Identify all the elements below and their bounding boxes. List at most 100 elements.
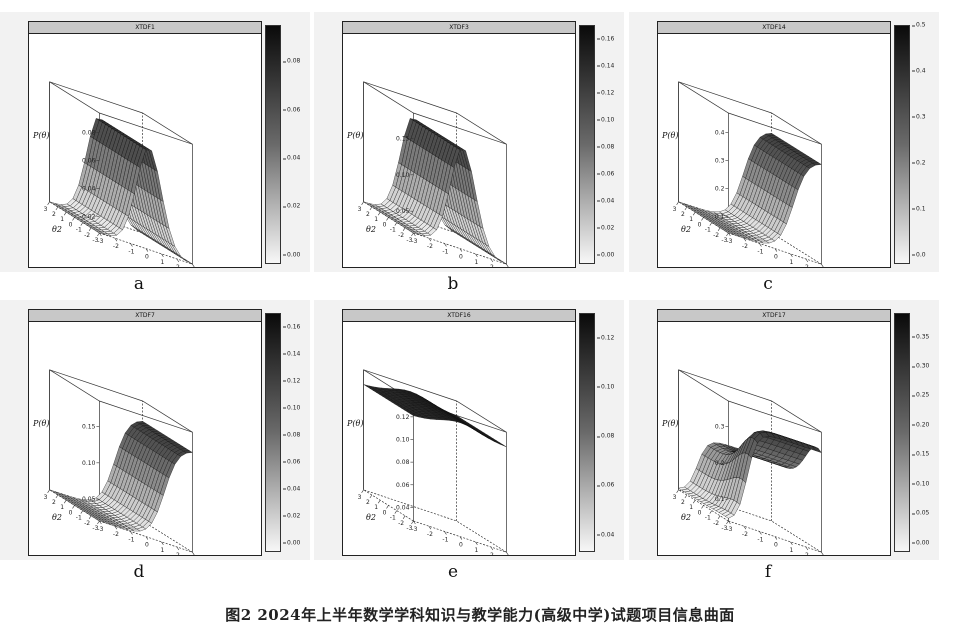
theta1-tick-label: 1 xyxy=(160,547,164,554)
panel-letter: c xyxy=(763,274,773,294)
colorbar-tick-label: 0.20 xyxy=(911,421,930,429)
z-tick-label: 0.10 xyxy=(82,460,96,467)
theta2-axis-label: θ2 xyxy=(681,225,691,234)
z-tick-label: 0.1 xyxy=(715,496,725,503)
theta1-tick-label: -1 xyxy=(757,248,763,255)
panel-title: XTDF3 xyxy=(343,22,575,34)
z-tick-label: 0.04 xyxy=(82,185,96,192)
theta2-tick-label: -2 xyxy=(398,520,404,527)
theta2-tick-label: 2 xyxy=(366,211,370,218)
panel-title: XTDF17 xyxy=(658,310,890,322)
theta1-tick-label: -2 xyxy=(113,243,119,250)
theta2-tick-label: 3 xyxy=(44,494,48,501)
theta1-tick-label: -2 xyxy=(427,531,433,538)
theta1-tick-label: 0 xyxy=(145,542,149,549)
colorbar xyxy=(265,313,281,552)
panel-letter: e xyxy=(447,562,459,582)
theta1-tick-label: 1 xyxy=(789,259,793,266)
theta1-tick-label: -2 xyxy=(113,531,119,538)
theta2-tick-label: 2 xyxy=(52,499,56,506)
figure-caption: 图2 2024年上半年数学学科知识与教学能力(高级中学)试题项目信息曲面 xyxy=(225,606,735,624)
surface-mesh xyxy=(363,384,507,448)
colorbar-tick-label: 0.08 xyxy=(282,431,301,439)
colorbar-tick-label: 0.10 xyxy=(282,404,301,412)
theta1-tick-label: 2 xyxy=(490,552,494,555)
colorbar-tick-label: 0.12 xyxy=(596,334,615,342)
colorbar-tick-label: 0.06 xyxy=(282,458,301,466)
plot-frame: XTDF30.050.100.15P(θ)-3-2-10123θ1-3-2-10… xyxy=(342,21,576,268)
panel-letter: b xyxy=(447,274,459,294)
surface-plot: 0.020.040.060.08P(θ)-3-2-10123θ1-3-2-101… xyxy=(32,81,195,267)
colorbar-tick-label: 0.10 xyxy=(596,116,615,124)
theta1-tick-label: 1 xyxy=(474,547,478,554)
z-tick-label: 0.10 xyxy=(396,436,410,443)
theta2-tick-label: -3 xyxy=(406,525,412,532)
panel-f: XTDF170.10.20.3P(θ)-3-2-10123θ1-3-2-1012… xyxy=(629,300,941,582)
z-axis-label: P(θ) xyxy=(661,419,678,428)
theta2-tick-label: 0 xyxy=(69,509,73,516)
surface-mesh xyxy=(678,430,822,519)
theta1-tick-label: -3 xyxy=(411,526,417,533)
theta2-tick-label: 1 xyxy=(374,216,378,223)
colorbar-tick-label: 0.02 xyxy=(282,512,301,520)
theta2-tick-label: 0 xyxy=(69,221,73,228)
z-tick-label: 0.2 xyxy=(715,460,725,467)
colorbar-tick-label: 0.35 xyxy=(911,333,930,341)
theta1-tick-label: -3 xyxy=(411,238,417,245)
theta2-tick-label: -3 xyxy=(721,525,727,532)
theta2-tick-label: 0 xyxy=(383,509,387,516)
colorbar-tick-label: 0.06 xyxy=(596,481,615,489)
theta2-tick-label: -2 xyxy=(398,232,404,239)
z-tick-label: 0.05 xyxy=(396,208,410,215)
colorbar-tick-label: 0.04 xyxy=(282,154,301,162)
surface-mesh xyxy=(363,118,507,265)
z-axis-label: P(θ) xyxy=(346,419,363,428)
z-axis-label: P(θ) xyxy=(32,419,49,428)
panel-title: XTDF16 xyxy=(343,310,575,322)
plot-frame: XTDF10.020.040.060.08P(θ)-3-2-10123θ1-3-… xyxy=(28,21,262,268)
theta2-tick-label: 2 xyxy=(52,211,56,218)
z-tick-label: 0.3 xyxy=(715,157,725,164)
z-axis-label: P(θ) xyxy=(661,131,678,140)
colorbar xyxy=(894,25,910,264)
theta2-tick-label: -3 xyxy=(92,525,98,532)
colorbar-tick-label: 0.14 xyxy=(282,350,301,358)
colorbar-ticks: 0.04 0.06 0.08 0.10 0.12 xyxy=(596,313,631,552)
theta2-tick-label: 2 xyxy=(681,211,685,218)
colorbar-tick-label: 0.08 xyxy=(282,57,301,65)
colorbar-tick-label: 0.04 xyxy=(596,531,615,539)
colorbar-ticks: 0.00 0.02 0.04 0.06 0.08 xyxy=(282,25,317,264)
panel-title: XTDF1 xyxy=(29,22,261,34)
z-tick-label: 0.1 xyxy=(715,213,725,220)
colorbar-tick-label: 0.16 xyxy=(596,35,615,43)
colorbar-tick-label: 0.25 xyxy=(911,391,930,399)
theta1-tick-label: 2 xyxy=(176,264,180,267)
theta1-tick-label: 0 xyxy=(459,254,463,261)
colorbar-tick-label: 0.1 xyxy=(912,205,926,213)
z-tick-label: 0.04 xyxy=(396,504,410,511)
theta1-tick-label: -3 xyxy=(97,526,103,533)
panel-e: XTDF160.040.060.080.100.12P(θ)-3-2-10123… xyxy=(314,300,626,582)
theta1-tick-label: -2 xyxy=(742,243,748,250)
theta1-tick-label: -1 xyxy=(757,536,763,543)
theta2-tick-label: -3 xyxy=(92,237,98,244)
z-tick-label: 0.06 xyxy=(396,482,410,489)
z-tick-label: 0.05 xyxy=(82,496,96,503)
colorbar-tick-label: 0.04 xyxy=(282,485,301,493)
theta1-tick-label: -1 xyxy=(442,248,448,255)
colorbar-tick-label: 0.02 xyxy=(282,202,301,210)
plot-frame: XTDF70.050.100.15P(θ)-3-2-10123θ1-3-2-10… xyxy=(28,309,262,556)
colorbar-tick-label: 0.10 xyxy=(596,383,615,391)
colorbar-tick-label: 0.06 xyxy=(282,106,301,114)
z-tick-label: 0.2 xyxy=(715,185,725,192)
z-tick-label: 0.10 xyxy=(396,172,410,179)
panel-letter: d xyxy=(133,562,145,582)
colorbar-ticks: 0.00 0.02 0.04 0.06 0.08 0.10 0.12 0.14 0.16 xyxy=(596,25,631,264)
colorbar-tick-label: 0.00 xyxy=(911,539,930,547)
colorbar-ticks: 0.00 0.05 0.10 0.15 0.20 0.25 0.30 0.35 xyxy=(911,313,946,552)
theta1-tick-label: -1 xyxy=(128,248,134,255)
theta1-tick-label: 1 xyxy=(789,547,793,554)
